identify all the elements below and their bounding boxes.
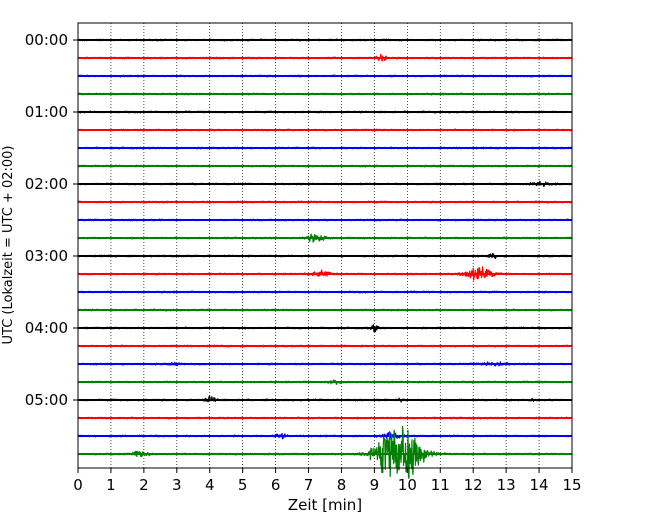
x-tick-label: 10: [398, 476, 417, 494]
trace-rows: [77, 38, 573, 480]
x-tick-label: 5: [238, 476, 248, 494]
x-tick-label: 6: [271, 476, 281, 494]
y-axis: 00:00 01:00 02:00 03:00 04:00 05:00: [25, 31, 78, 409]
y-axis-label: UTC (Lokalzeit = UTC + 02:00): [1, 146, 16, 345]
x-axis: 0 1 2 3 4 5 6 7 8 9 10 11 12 13 14 15: [73, 468, 582, 494]
x-tick-label: 3: [172, 476, 182, 494]
trace-row: [77, 425, 573, 480]
x-tick-label: 13: [497, 476, 516, 494]
y-tick-label: 05:00: [25, 391, 68, 409]
x-tick-label: 8: [337, 476, 347, 494]
y-tick-label: 03:00: [25, 247, 68, 265]
y-tick-label: 02:00: [25, 175, 68, 193]
y-tick-label: 04:00: [25, 319, 68, 337]
plot-frame: [77, 22, 573, 469]
x-tick-label: 11: [431, 476, 450, 494]
x-tick-label: 14: [530, 476, 549, 494]
x-tick-label: 1: [106, 476, 116, 494]
y-tick-label: 01:00: [25, 103, 68, 121]
x-tick-label: 12: [464, 476, 483, 494]
x-axis-label: Zeit [min]: [288, 496, 362, 514]
x-tick-label: 4: [205, 476, 215, 494]
x-grid-lines: [110, 23, 540, 468]
x-tick-label: 2: [139, 476, 149, 494]
x-tick-label: 9: [370, 476, 380, 494]
x-tick-label: 0: [73, 476, 83, 494]
y-tick-label: 00:00: [25, 31, 68, 49]
x-tick-label: 7: [304, 476, 314, 494]
x-tick-label: 15: [562, 476, 581, 494]
